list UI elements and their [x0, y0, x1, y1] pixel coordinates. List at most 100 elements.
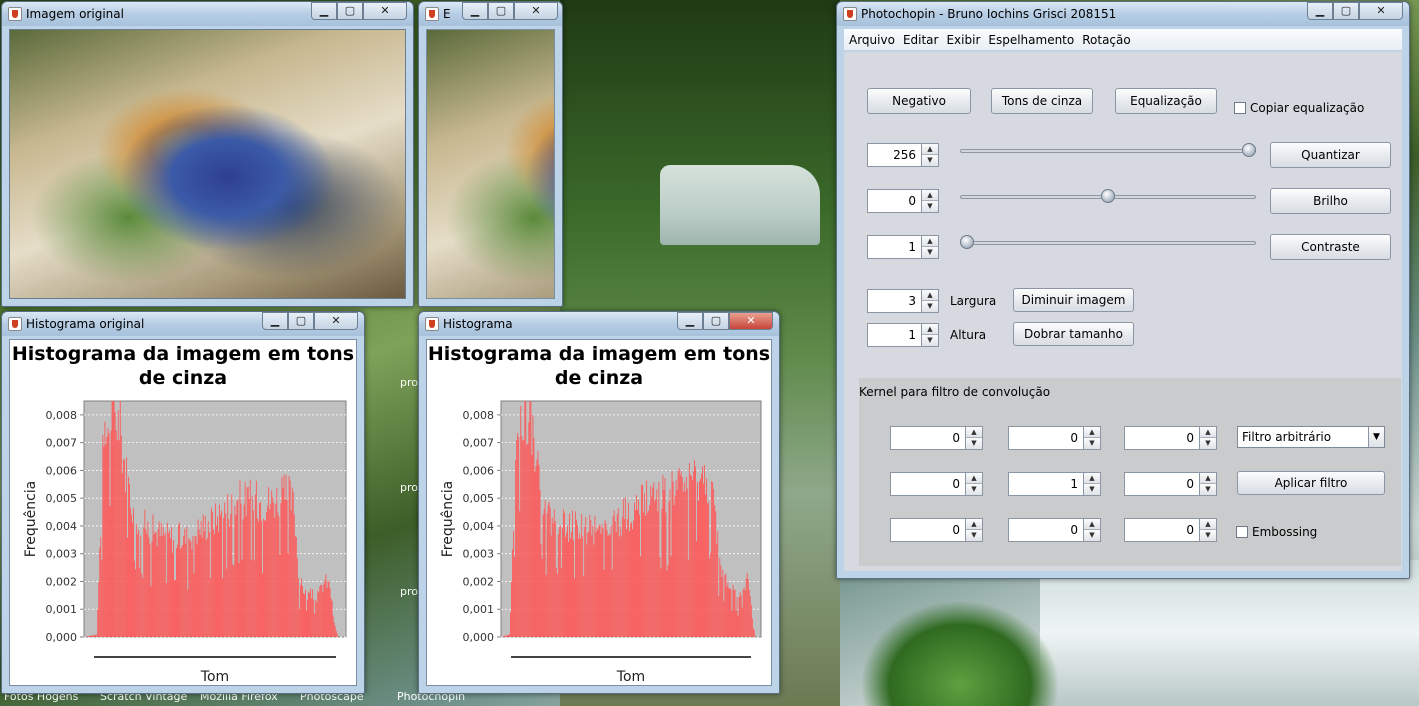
- spinner-value[interactable]: 0: [1070, 523, 1078, 537]
- titlebar[interactable]: Histograma ▁ ▢ ✕: [419, 312, 779, 336]
- spinner-up-icon[interactable]: ▲: [922, 144, 938, 155]
- spinner-value[interactable]: 0: [908, 194, 916, 208]
- kernel-cell-2-0[interactable]: 0 ▲ ▼: [890, 518, 983, 542]
- quantize-slider[interactable]: [960, 143, 1256, 159]
- spinner-up-icon[interactable]: ▲: [1200, 519, 1216, 530]
- maximize-button[interactable]: ▢: [1333, 2, 1359, 20]
- window-photochopin[interactable]: Photochopin - Bruno Iochins Grisci 20815…: [836, 1, 1410, 579]
- spinner-down-icon[interactable]: ▼: [1200, 438, 1216, 449]
- minimize-button[interactable]: ▁: [311, 2, 337, 20]
- copiar-equalizacao-checkbox[interactable]: Copiar equalização: [1234, 101, 1364, 115]
- checkbox-box[interactable]: [1234, 102, 1246, 114]
- spinner-value[interactable]: 1: [908, 240, 916, 254]
- filter-select[interactable]: Filtro arbitrário ▼: [1237, 426, 1385, 448]
- spinner-up-icon[interactable]: ▲: [922, 236, 938, 247]
- window-original-image[interactable]: Imagem original ▁ ▢ ✕: [1, 1, 414, 307]
- minimize-button[interactable]: ▁: [462, 2, 488, 20]
- negativo-button[interactable]: Negativo: [867, 88, 971, 114]
- spinner-up-icon[interactable]: ▲: [966, 473, 982, 484]
- titlebar[interactable]: Imagem original ▁ ▢ ✕: [2, 2, 413, 26]
- close-button[interactable]: ✕: [514, 2, 558, 20]
- contraste-button[interactable]: Contraste: [1270, 234, 1391, 260]
- tons-de-cinza-button[interactable]: Tons de cinza: [991, 88, 1093, 114]
- minimize-button[interactable]: ▁: [262, 312, 288, 330]
- spinner-down-icon[interactable]: ▼: [966, 438, 982, 449]
- dobrar-tamanho-button[interactable]: Dobrar tamanho: [1013, 322, 1134, 346]
- slider-thumb[interactable]: [960, 235, 974, 249]
- maximize-button[interactable]: ▢: [488, 2, 514, 20]
- contraste-spinner[interactable]: 1 ▲ ▼: [867, 235, 939, 259]
- spinner-value[interactable]: 0: [952, 523, 960, 537]
- spinner-value[interactable]: 0: [1186, 477, 1194, 491]
- kernel-cell-2-2[interactable]: 0 ▲ ▼: [1124, 518, 1217, 542]
- minimize-button[interactable]: ▁: [677, 312, 703, 330]
- checkbox-box[interactable]: [1236, 526, 1248, 538]
- spinner-value[interactable]: 0: [1070, 431, 1078, 445]
- menu-editar[interactable]: Editar: [902, 33, 939, 47]
- window-histogram-edited[interactable]: Histograma ▁ ▢ ✕ Histograma da imagem em…: [418, 311, 780, 694]
- spinner-up-icon[interactable]: ▲: [922, 290, 938, 301]
- slider-thumb[interactable]: [1101, 189, 1115, 203]
- spinner-value[interactable]: 1: [1070, 477, 1078, 491]
- largura-spinner[interactable]: 3 ▲ ▼: [867, 289, 939, 313]
- spinner-value[interactable]: 0: [1186, 431, 1194, 445]
- kernel-cell-1-0[interactable]: 0 ▲ ▼: [890, 472, 983, 496]
- kernel-cell-1-1[interactable]: 1 ▲ ▼: [1008, 472, 1101, 496]
- chevron-down-icon[interactable]: ▼: [1368, 427, 1384, 447]
- brilho-spinner[interactable]: 0 ▲ ▼: [867, 189, 939, 213]
- close-button[interactable]: ✕: [314, 312, 358, 330]
- spinner-value[interactable]: 0: [1186, 523, 1194, 537]
- menu-arquivo[interactable]: Arquivo: [849, 33, 895, 47]
- spinner-down-icon[interactable]: ▼: [1084, 530, 1100, 541]
- embossing-checkbox[interactable]: Embossing: [1236, 525, 1317, 539]
- spinner-value[interactable]: 1: [908, 328, 916, 342]
- close-button[interactable]: ✕: [363, 2, 407, 20]
- spinner-up-icon[interactable]: ▲: [966, 427, 982, 438]
- maximize-button[interactable]: ▢: [337, 2, 363, 20]
- kernel-cell-0-1[interactable]: 0 ▲ ▼: [1008, 426, 1101, 450]
- spinner-value[interactable]: 0: [952, 477, 960, 491]
- spinner-down-icon[interactable]: ▼: [922, 335, 938, 346]
- spinner-up-icon[interactable]: ▲: [1200, 473, 1216, 484]
- close-button[interactable]: ✕: [1359, 2, 1403, 20]
- spinner-up-icon[interactable]: ▲: [1084, 473, 1100, 484]
- menu-exibir[interactable]: Exibir: [946, 33, 981, 47]
- spinner-down-icon[interactable]: ▼: [922, 155, 938, 166]
- titlebar[interactable]: E ▁ ▢ ✕: [419, 2, 562, 26]
- diminuir-imagem-button[interactable]: Diminuir imagem: [1013, 288, 1134, 312]
- kernel-cell-0-0[interactable]: 0 ▲ ▼: [890, 426, 983, 450]
- brilho-slider[interactable]: [960, 189, 1256, 205]
- spinner-up-icon[interactable]: ▲: [966, 519, 982, 530]
- maximize-button[interactable]: ▢: [703, 312, 729, 330]
- spinner-down-icon[interactable]: ▼: [922, 247, 938, 258]
- spinner-down-icon[interactable]: ▼: [966, 530, 982, 541]
- spinner-down-icon[interactable]: ▼: [1200, 530, 1216, 541]
- desktop-icon-label[interactable]: pro: [400, 376, 418, 389]
- desktop-icon-label[interactable]: pro: [400, 481, 418, 494]
- brilho-button[interactable]: Brilho: [1270, 188, 1391, 214]
- slider-track[interactable]: [960, 149, 1256, 153]
- aplicar-filtro-button[interactable]: Aplicar filtro: [1237, 471, 1385, 495]
- altura-spinner[interactable]: 1 ▲ ▼: [867, 323, 939, 347]
- equalizacao-button[interactable]: Equalização: [1115, 88, 1217, 114]
- kernel-cell-0-2[interactable]: 0 ▲ ▼: [1124, 426, 1217, 450]
- titlebar[interactable]: Histograma original ▁ ▢ ✕: [2, 312, 364, 336]
- menu-rotacao[interactable]: Rotação: [1082, 33, 1131, 47]
- window-histogram-original[interactable]: Histograma original ▁ ▢ ✕ Histograma da …: [1, 311, 365, 694]
- contraste-slider[interactable]: [960, 235, 1256, 251]
- titlebar[interactable]: Photochopin - Bruno Iochins Grisci 20815…: [837, 2, 1409, 26]
- spinner-up-icon[interactable]: ▲: [1084, 519, 1100, 530]
- close-button[interactable]: ✕: [729, 312, 773, 330]
- spinner-value[interactable]: 3: [908, 294, 916, 308]
- spinner-down-icon[interactable]: ▼: [922, 201, 938, 212]
- spinner-down-icon[interactable]: ▼: [1084, 484, 1100, 495]
- spinner-value[interactable]: 256: [893, 148, 916, 162]
- spinner-value[interactable]: 0: [952, 431, 960, 445]
- slider-track[interactable]: [960, 241, 1256, 245]
- maximize-button[interactable]: ▢: [288, 312, 314, 330]
- spinner-down-icon[interactable]: ▼: [1200, 484, 1216, 495]
- minimize-button[interactable]: ▁: [1307, 2, 1333, 20]
- spinner-up-icon[interactable]: ▲: [1200, 427, 1216, 438]
- kernel-cell-1-2[interactable]: 0 ▲ ▼: [1124, 472, 1217, 496]
- desktop-icon-label[interactable]: pro: [400, 585, 418, 598]
